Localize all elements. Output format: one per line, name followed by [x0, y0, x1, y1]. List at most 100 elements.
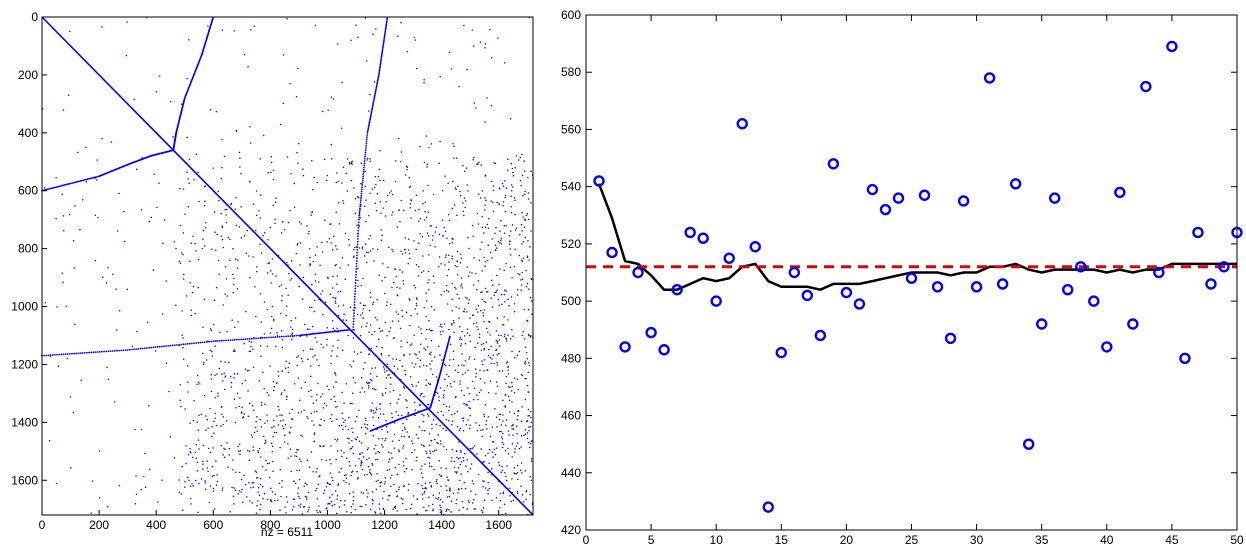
- nonzero-entry: [372, 101, 375, 104]
- nonzero-entry: [527, 176, 529, 179]
- nonzero-entry: [523, 160, 526, 162]
- nonzero-entry: [483, 300, 485, 303]
- nonzero-entry: [259, 158, 262, 160]
- nonzero-entry: [296, 151, 298, 154]
- nonzero-entry: [348, 460, 351, 463]
- nonzero-entry: [257, 486, 260, 489]
- nonzero-entry: [520, 485, 522, 487]
- nonzero-entry: [387, 499, 389, 501]
- nonzero-entry: [118, 349, 120, 352]
- nonzero-entry: [423, 395, 425, 398]
- nonzero-entry: [415, 459, 417, 462]
- nonzero-entry: [485, 327, 488, 330]
- nonzero-entry: [194, 451, 197, 454]
- nonzero-entry: [367, 387, 370, 389]
- nonzero-entry: [344, 278, 346, 280]
- nonzero-entry: [343, 402, 345, 404]
- nonzero-entry: [507, 366, 509, 368]
- nonzero-entry: [353, 248, 355, 251]
- nonzero-entry: [96, 179, 98, 181]
- nonzero-entry: [191, 483, 193, 485]
- nonzero-entry: [512, 175, 515, 177]
- nonzero-entry: [86, 351, 88, 354]
- nonzero-entry: [440, 410, 443, 413]
- nonzero-entry: [418, 410, 420, 412]
- nonzero-entry: [222, 380, 224, 382]
- nonzero-entry: [462, 417, 465, 419]
- nonzero-entry: [341, 455, 343, 458]
- nonzero-entry: [182, 278, 185, 280]
- nonzero-entry: [460, 449, 462, 452]
- nonzero-entry: [389, 477, 392, 479]
- nonzero-entry: [507, 369, 509, 371]
- nonzero-entry: [518, 273, 521, 276]
- nonzero-entry: [513, 303, 516, 305]
- nonzero-entry: [466, 184, 468, 186]
- nonzero-entry: [410, 314, 412, 317]
- nonzero-entry: [300, 460, 302, 463]
- nonzero-entry: [408, 252, 411, 255]
- nonzero-entry: [521, 278, 524, 280]
- nonzero-entry: [101, 350, 103, 353]
- nonzero-entry: [267, 238, 269, 241]
- nonzero-entry: [55, 482, 58, 485]
- nonzero-entry: [249, 500, 251, 502]
- nonzero-entry: [371, 503, 374, 505]
- nonzero-entry: [511, 224, 514, 226]
- nonzero-entry: [97, 216, 99, 219]
- nonzero-entry: [208, 340, 210, 343]
- nonzero-entry: [63, 184, 66, 186]
- nonzero-entry: [299, 335, 302, 337]
- nonzero-entry: [331, 420, 333, 423]
- nonzero-entry: [185, 161, 187, 164]
- nonzero-entry: [360, 326, 363, 328]
- nonzero-entry: [305, 498, 308, 500]
- nonzero-entry: [342, 428, 344, 430]
- nonzero-entry: [448, 409, 450, 412]
- nonzero-entry: [372, 100, 375, 102]
- nonzero-entry: [322, 407, 325, 409]
- nonzero-entry: [335, 263, 337, 266]
- nonzero-entry: [463, 197, 466, 199]
- x-tick-label: 50: [1230, 533, 1244, 544]
- nonzero-entry: [512, 424, 515, 426]
- nonzero-entry: [213, 211, 216, 213]
- nonzero-entry: [357, 196, 360, 199]
- nonzero-entry: [203, 394, 206, 397]
- nonzero-entry: [303, 409, 305, 411]
- nonzero-entry: [468, 334, 471, 336]
- nonzero-entry: [511, 491, 514, 494]
- nonzero-entry: [199, 383, 201, 385]
- nonzero-entry: [439, 140, 441, 143]
- nonzero-entry: [396, 495, 398, 498]
- nonzero-entry: [333, 329, 336, 332]
- nonzero-entry: [449, 487, 451, 489]
- nonzero-entry: [531, 313, 533, 315]
- nonzero-entry: [305, 496, 308, 498]
- nonzero-entry: [182, 509, 184, 511]
- nonzero-entry: [476, 288, 478, 291]
- nonzero-entry: [429, 383, 432, 385]
- nonzero-entry: [406, 168, 408, 171]
- nonzero-entry: [460, 451, 462, 453]
- nonzero-entry: [353, 301, 356, 304]
- nonzero-entry: [385, 23, 388, 26]
- nonzero-entry: [316, 410, 318, 412]
- nonzero-entry: [244, 483, 247, 486]
- nonzero-entry: [311, 283, 313, 286]
- nonzero-entry: [379, 60, 382, 63]
- nonzero-entry: [409, 344, 412, 346]
- nonzero-entry: [451, 241, 454, 244]
- nonzero-entry: [202, 363, 205, 366]
- nonzero-entry: [396, 510, 398, 512]
- nonzero-entry: [346, 190, 349, 192]
- nonzero-entry: [372, 301, 375, 304]
- nonzero-entry: [378, 451, 381, 454]
- nonzero-entry: [365, 140, 368, 143]
- nonzero-entry: [163, 345, 165, 348]
- nonzero-entry: [483, 256, 485, 259]
- nonzero-entry: [523, 362, 526, 364]
- y-tick-label: 200: [18, 68, 38, 82]
- nonzero-entry: [513, 466, 516, 469]
- nonzero-entry: [360, 464, 362, 467]
